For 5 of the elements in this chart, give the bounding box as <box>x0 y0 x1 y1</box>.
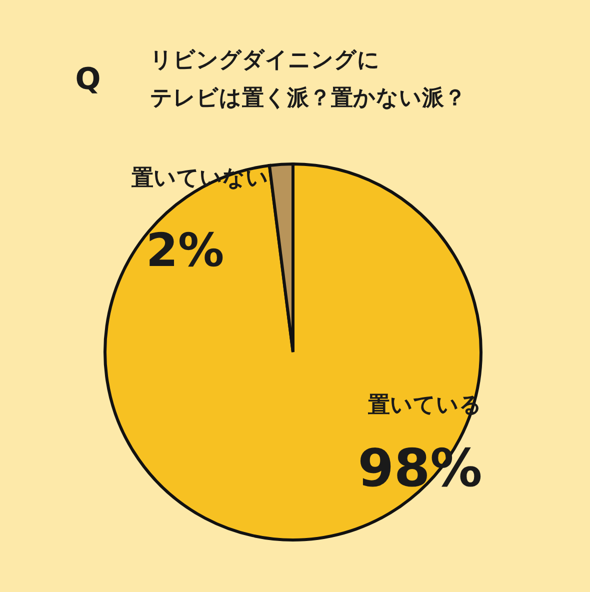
pie-slice <box>104 162 482 542</box>
text: Q <box>75 62 101 97</box>
chart-subtitle: テレビは置く派？置かない派？ <box>150 86 466 111</box>
chart-title: リビングダイニングに <box>150 48 380 73</box>
data-label: 2% <box>146 223 224 277</box>
